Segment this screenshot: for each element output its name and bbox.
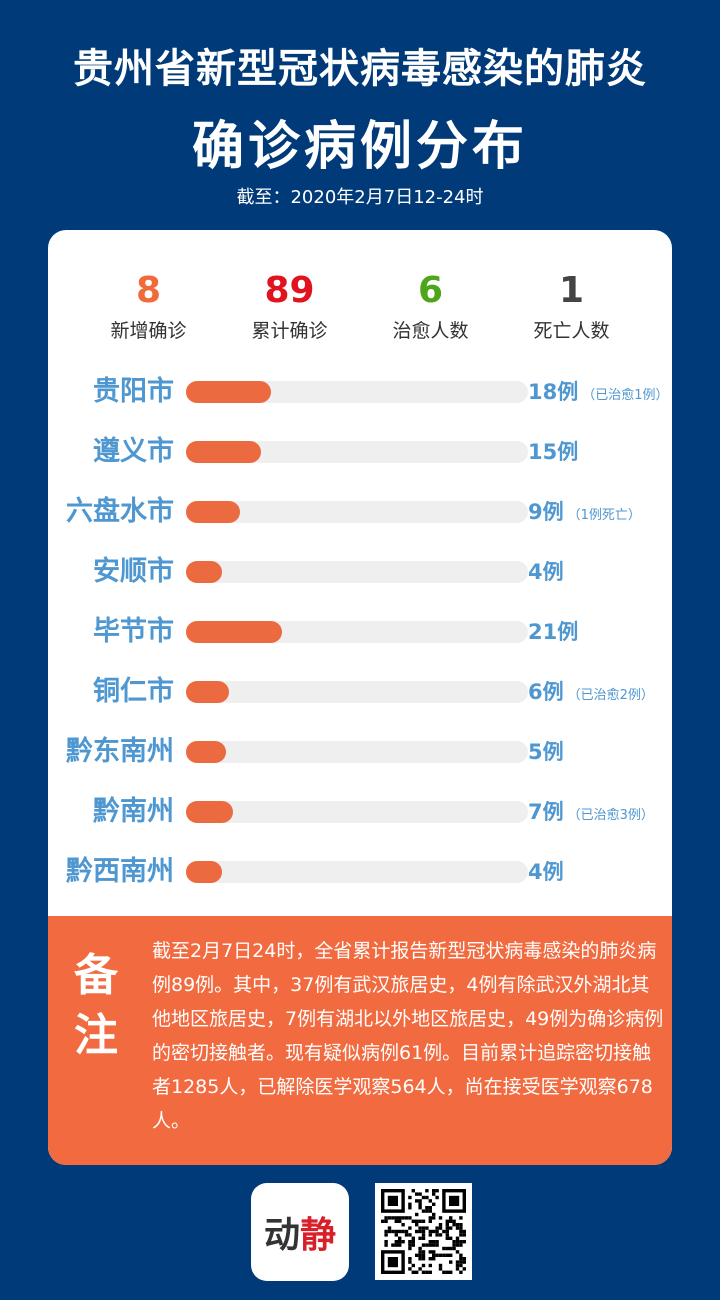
value-label: 5例 (528, 737, 568, 771)
category-label: 黔西南州 (66, 856, 174, 887)
chart-row: 黔南州 7例 （已治愈3例） (48, 797, 672, 827)
value-label: 18例 （已治愈1例） (528, 377, 669, 411)
stat-total: 89 累计确诊 (225, 270, 355, 343)
bar (186, 801, 233, 823)
value-text: 9例 (528, 500, 564, 524)
value-label: 7例 （已治愈3例） (528, 797, 654, 831)
category-label: 铜仁市 (93, 676, 174, 707)
value-note: （已治愈2例） (567, 688, 654, 703)
category-label: 六盘水市 (66, 496, 174, 527)
stat-new: 8 新增确诊 (84, 270, 214, 343)
value-text: 21例 (528, 620, 579, 644)
value-text: 6例 (528, 680, 564, 704)
value-note: （已治愈1例） (582, 388, 669, 403)
bar (186, 741, 226, 763)
category-label: 黔南州 (93, 796, 174, 827)
value-text: 15例 (528, 440, 579, 464)
stat-value: 6 (417, 270, 444, 311)
value-text: 5例 (528, 740, 564, 764)
bar-track (186, 681, 528, 703)
stat-value: 89 (264, 270, 315, 311)
title-line1: 贵州省新型冠状病毒感染的肺炎 (73, 46, 647, 92)
bar (186, 381, 271, 403)
bar-track (186, 621, 528, 643)
bar-track (186, 441, 528, 463)
as-of-date: 截至：2020年2月7日12-24时 (236, 187, 484, 208)
chart-row: 六盘水市 9例 （1例死亡） (48, 497, 672, 527)
chart-row: 安顺市 4例 (48, 557, 672, 587)
bar (186, 861, 222, 883)
chart-row: 遵义市 15例 (48, 437, 672, 467)
chart-row: 铜仁市 6例 （已治愈2例） (48, 677, 672, 707)
bar (186, 561, 222, 583)
bar (186, 501, 240, 523)
stats-card: 8 新增确诊 89 累计确诊 6 治愈人数 1 死亡人数 贵阳市 18例 （已治愈1例） 遵… (48, 230, 672, 1165)
stat-label: 治愈人数 (392, 320, 469, 342)
remark-section: 备注 截至2月7日24时，全省累计报告新型冠状病毒感染的肺炎病例89例。其中，3… (48, 916, 672, 1165)
category-label: 安顺市 (93, 556, 174, 587)
stat-label: 累计确诊 (251, 320, 328, 342)
bar-track (186, 561, 528, 583)
stat-cured: 6 治愈人数 (366, 270, 496, 343)
category-label: 遵义市 (93, 436, 174, 467)
value-text: 18例 (528, 380, 579, 404)
bar-track (186, 801, 528, 823)
stat-value: 8 (135, 270, 162, 311)
title-line2: 确诊病例分布 (191, 117, 528, 177)
stat-value: 1 (558, 270, 585, 311)
category-label: 贵阳市 (93, 376, 174, 407)
value-note: （1例死亡） (567, 508, 641, 523)
category-label: 黔东南州 (66, 736, 174, 767)
stat-label: 新增确诊 (110, 320, 187, 342)
value-label: 4例 (528, 857, 568, 891)
value-note: （已治愈3例） (567, 808, 654, 823)
bar-track (186, 501, 528, 523)
value-label: 15例 (528, 437, 582, 471)
bar-track (186, 861, 528, 883)
stats-summary: 8 新增确诊 89 累计确诊 6 治愈人数 1 死亡人数 (48, 270, 672, 343)
stat-deaths: 1 死亡人数 (507, 270, 637, 343)
chart-row: 黔西南州 4例 (48, 857, 672, 887)
value-text: 4例 (528, 860, 564, 884)
value-label: 6例 （已治愈2例） (528, 677, 654, 711)
value-label: 9例 （1例死亡） (528, 497, 641, 531)
value-text: 4例 (528, 560, 564, 584)
bar (186, 441, 261, 463)
value-text: 7例 (528, 800, 564, 824)
category-label: 毕节市 (93, 616, 174, 647)
value-label: 4例 (528, 557, 568, 591)
bar (186, 621, 282, 643)
value-label: 21例 (528, 617, 582, 651)
remark-heading: 备注 (74, 950, 118, 1061)
remark-text: 截至2月7日24时，全省累计报告新型冠状病毒感染的肺炎病例89例。其中，37例有… (152, 940, 664, 1132)
app-logo: 动静 (251, 1183, 349, 1281)
qr-code (375, 1183, 472, 1280)
chart-row: 毕节市 21例 (48, 617, 672, 647)
bar-track (186, 381, 528, 403)
chart-row: 贵阳市 18例 （已治愈1例） (48, 377, 672, 407)
chart-row: 黔东南州 5例 (48, 737, 672, 767)
bar (186, 681, 229, 703)
stat-label: 死亡人数 (533, 320, 610, 342)
bar-track (186, 741, 528, 763)
